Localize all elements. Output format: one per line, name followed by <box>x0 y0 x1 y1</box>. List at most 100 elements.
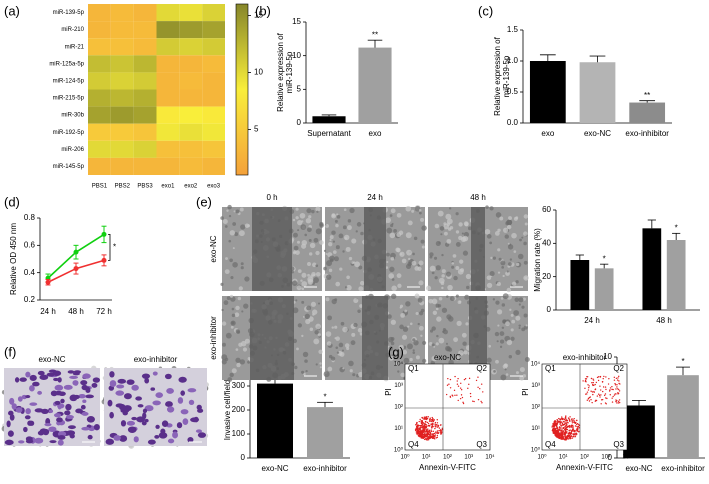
micrograph-texture <box>399 304 404 308</box>
event-dot <box>481 402 483 404</box>
micrograph-texture <box>229 230 236 236</box>
event-dot <box>436 422 439 424</box>
x-tick-label: 48 h <box>68 307 84 316</box>
micrograph-texture <box>221 321 227 326</box>
micrograph-texture <box>422 358 427 363</box>
event-dot <box>572 428 574 431</box>
stained-cell <box>127 426 137 433</box>
stained-cell <box>44 423 52 427</box>
heatmap-cell <box>202 140 225 158</box>
micrograph-texture <box>315 228 322 235</box>
micrograph-texture <box>315 323 322 330</box>
event-dot <box>604 393 607 395</box>
micrograph-texture <box>295 207 299 211</box>
x-tick-label: 10² <box>443 455 452 461</box>
quadrant-label: Q4 <box>408 440 419 449</box>
event-dot <box>564 426 566 428</box>
micrograph-texture <box>352 373 356 377</box>
event-dot <box>556 422 559 424</box>
event-dot <box>420 437 422 439</box>
micrograph-texture <box>296 285 302 291</box>
heatmap-cell <box>133 72 157 90</box>
micrograph-texture <box>308 238 312 242</box>
micrograph-texture <box>232 222 237 226</box>
micrograph-texture <box>489 241 493 245</box>
column-label: exo-inhibitor <box>563 353 607 362</box>
row-label: miR-206 <box>61 147 84 153</box>
x-tick-label: 10³ <box>601 455 610 461</box>
micrograph-texture <box>458 235 463 241</box>
event-dot <box>605 388 607 391</box>
event-dot <box>425 421 427 423</box>
micrograph-texture <box>518 303 521 306</box>
stained-cell <box>23 426 28 433</box>
stained-cell <box>24 415 31 420</box>
micrograph-texture <box>433 256 438 260</box>
micrograph-texture <box>234 232 239 237</box>
stained-cell <box>131 416 137 421</box>
micrograph-texture <box>235 348 239 351</box>
heatmap-cell <box>110 157 134 175</box>
y-tick-label: 10² <box>531 405 540 411</box>
micrograph-texture <box>418 208 422 212</box>
micrograph-texture <box>238 286 243 291</box>
micrograph-texture <box>386 252 390 257</box>
stained-cell <box>52 370 62 377</box>
micrograph-texture <box>327 366 333 372</box>
event-dot <box>611 388 613 391</box>
micrograph-texture <box>310 301 317 307</box>
micrograph-texture <box>338 233 344 239</box>
event-dot <box>441 430 443 432</box>
event-dot <box>587 386 590 389</box>
micrograph-texture <box>325 224 329 228</box>
row-label: miR-30b <box>61 113 84 119</box>
micrograph-texture <box>316 210 319 213</box>
x-tick-label: 10¹ <box>422 455 431 461</box>
row-label: miR-139-5p <box>53 10 85 16</box>
stained-cell <box>9 397 15 405</box>
bar <box>312 116 346 123</box>
event-dot <box>424 427 426 429</box>
micrograph-texture <box>334 325 338 329</box>
micrograph-texture <box>319 221 324 227</box>
y-tick-label: 60 <box>542 205 551 214</box>
event-dot <box>428 436 431 439</box>
micrograph-texture <box>500 374 507 381</box>
row-label: exo-NC <box>209 235 218 262</box>
micrograph-texture <box>388 346 394 351</box>
micrograph-texture <box>353 298 359 304</box>
event-dot <box>423 431 426 433</box>
stained-cell <box>46 372 55 377</box>
micrograph-texture <box>391 293 397 300</box>
micrograph-texture <box>513 216 518 221</box>
micrograph-texture <box>417 322 420 326</box>
micrograph-texture <box>230 276 234 280</box>
micrograph-texture <box>484 228 491 235</box>
stained-cell <box>54 400 61 405</box>
y-tick-label: 10⁰ <box>531 447 541 454</box>
event-dot <box>576 425 578 428</box>
event-dot <box>432 420 435 423</box>
micrograph-texture <box>315 264 319 268</box>
micrograph-texture <box>339 267 343 271</box>
y-tick-label: 10³ <box>394 383 403 389</box>
micrograph-texture <box>329 235 334 240</box>
event-dot <box>563 433 565 435</box>
micrograph-texture <box>294 365 298 370</box>
y-tick-label: 100 <box>232 429 246 438</box>
event-dot <box>468 383 470 386</box>
y-tick-label: 5 <box>297 84 302 93</box>
stained-cell <box>73 370 82 374</box>
micrograph-texture <box>518 324 521 327</box>
micrograph-texture <box>314 330 319 335</box>
event-dot <box>456 394 458 396</box>
micrograph-texture <box>222 342 226 347</box>
micrograph-texture <box>315 363 318 366</box>
stained-cell <box>65 403 72 411</box>
event-dot <box>564 416 567 419</box>
heatmap-cell <box>133 89 157 107</box>
heatmap-cell <box>156 157 180 175</box>
micrograph-texture <box>325 297 330 302</box>
stained-cell <box>117 378 127 384</box>
event-dot <box>618 375 620 378</box>
